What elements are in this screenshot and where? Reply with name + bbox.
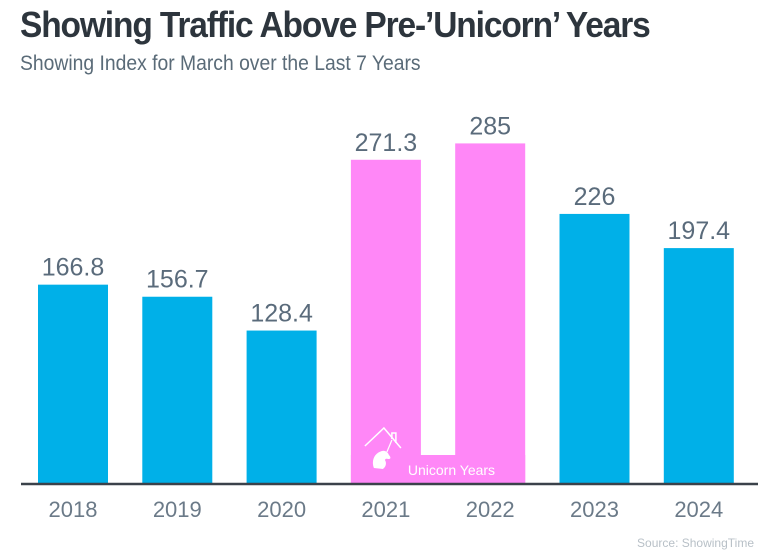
bars-layer bbox=[38, 143, 734, 484]
value-label-2021: 271.3 bbox=[355, 129, 418, 157]
x-tick-2019: 2019 bbox=[153, 497, 202, 522]
bar-2024 bbox=[663, 248, 734, 484]
unicorn-house-icon bbox=[364, 426, 402, 469]
x-tick-2022: 2022 bbox=[466, 497, 515, 522]
x-tick-labels: 2018 2019 2020 2021 2022 2023 2024 bbox=[49, 497, 724, 522]
chart-title: Showing Traffic Above Pre-’Unicorn’ Year… bbox=[20, 4, 651, 45]
x-tick-2020: 2020 bbox=[257, 497, 306, 522]
bar-2018 bbox=[38, 284, 108, 484]
bar-2022 bbox=[455, 143, 526, 484]
unicorn-years-highlight: Unicorn Years bbox=[350, 426, 526, 484]
bar-2020 bbox=[246, 330, 317, 484]
unicorn-years-label: Unicorn Years bbox=[408, 462, 495, 478]
value-labels: 166.8 156.7 128.4 271.3 285 226 197.4 bbox=[42, 112, 730, 327]
x-tick-2018: 2018 bbox=[49, 497, 98, 522]
value-label-2023: 226 bbox=[574, 183, 616, 211]
x-tick-2023: 2023 bbox=[570, 497, 619, 522]
value-label-2022: 285 bbox=[469, 112, 511, 140]
value-label-2019: 156.7 bbox=[146, 266, 209, 294]
x-tick-2021: 2021 bbox=[361, 497, 410, 522]
chart-subtitle: Showing Index for March over the Last 7 … bbox=[20, 52, 421, 75]
bar-2023 bbox=[559, 213, 630, 484]
x-tick-2024: 2024 bbox=[674, 497, 723, 522]
source-note: Source: ShowingTime bbox=[637, 536, 754, 550]
value-label-2018: 166.8 bbox=[42, 254, 105, 282]
value-label-2024: 197.4 bbox=[668, 217, 731, 245]
value-label-2020: 128.4 bbox=[250, 300, 313, 328]
bar-2021 bbox=[350, 159, 421, 484]
bar-2019 bbox=[142, 296, 213, 484]
